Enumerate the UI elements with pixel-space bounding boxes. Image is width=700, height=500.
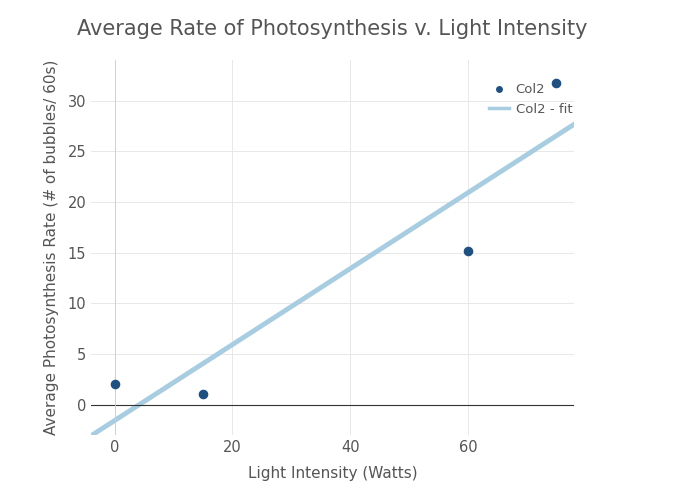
Point xyxy=(197,390,209,398)
X-axis label: Light Intensity (Watts): Light Intensity (Watts) xyxy=(248,466,417,481)
Point xyxy=(463,246,474,254)
Point xyxy=(109,380,120,388)
Y-axis label: Average Photosynthesis Rate (# of bubbles/ 60s): Average Photosynthesis Rate (# of bubble… xyxy=(44,60,59,435)
Point xyxy=(551,80,562,88)
Legend: Col2, Col2 - fit: Col2, Col2 - fit xyxy=(484,78,578,121)
Title: Average Rate of Photosynthesis v. Light Intensity: Average Rate of Photosynthesis v. Light … xyxy=(77,19,588,39)
